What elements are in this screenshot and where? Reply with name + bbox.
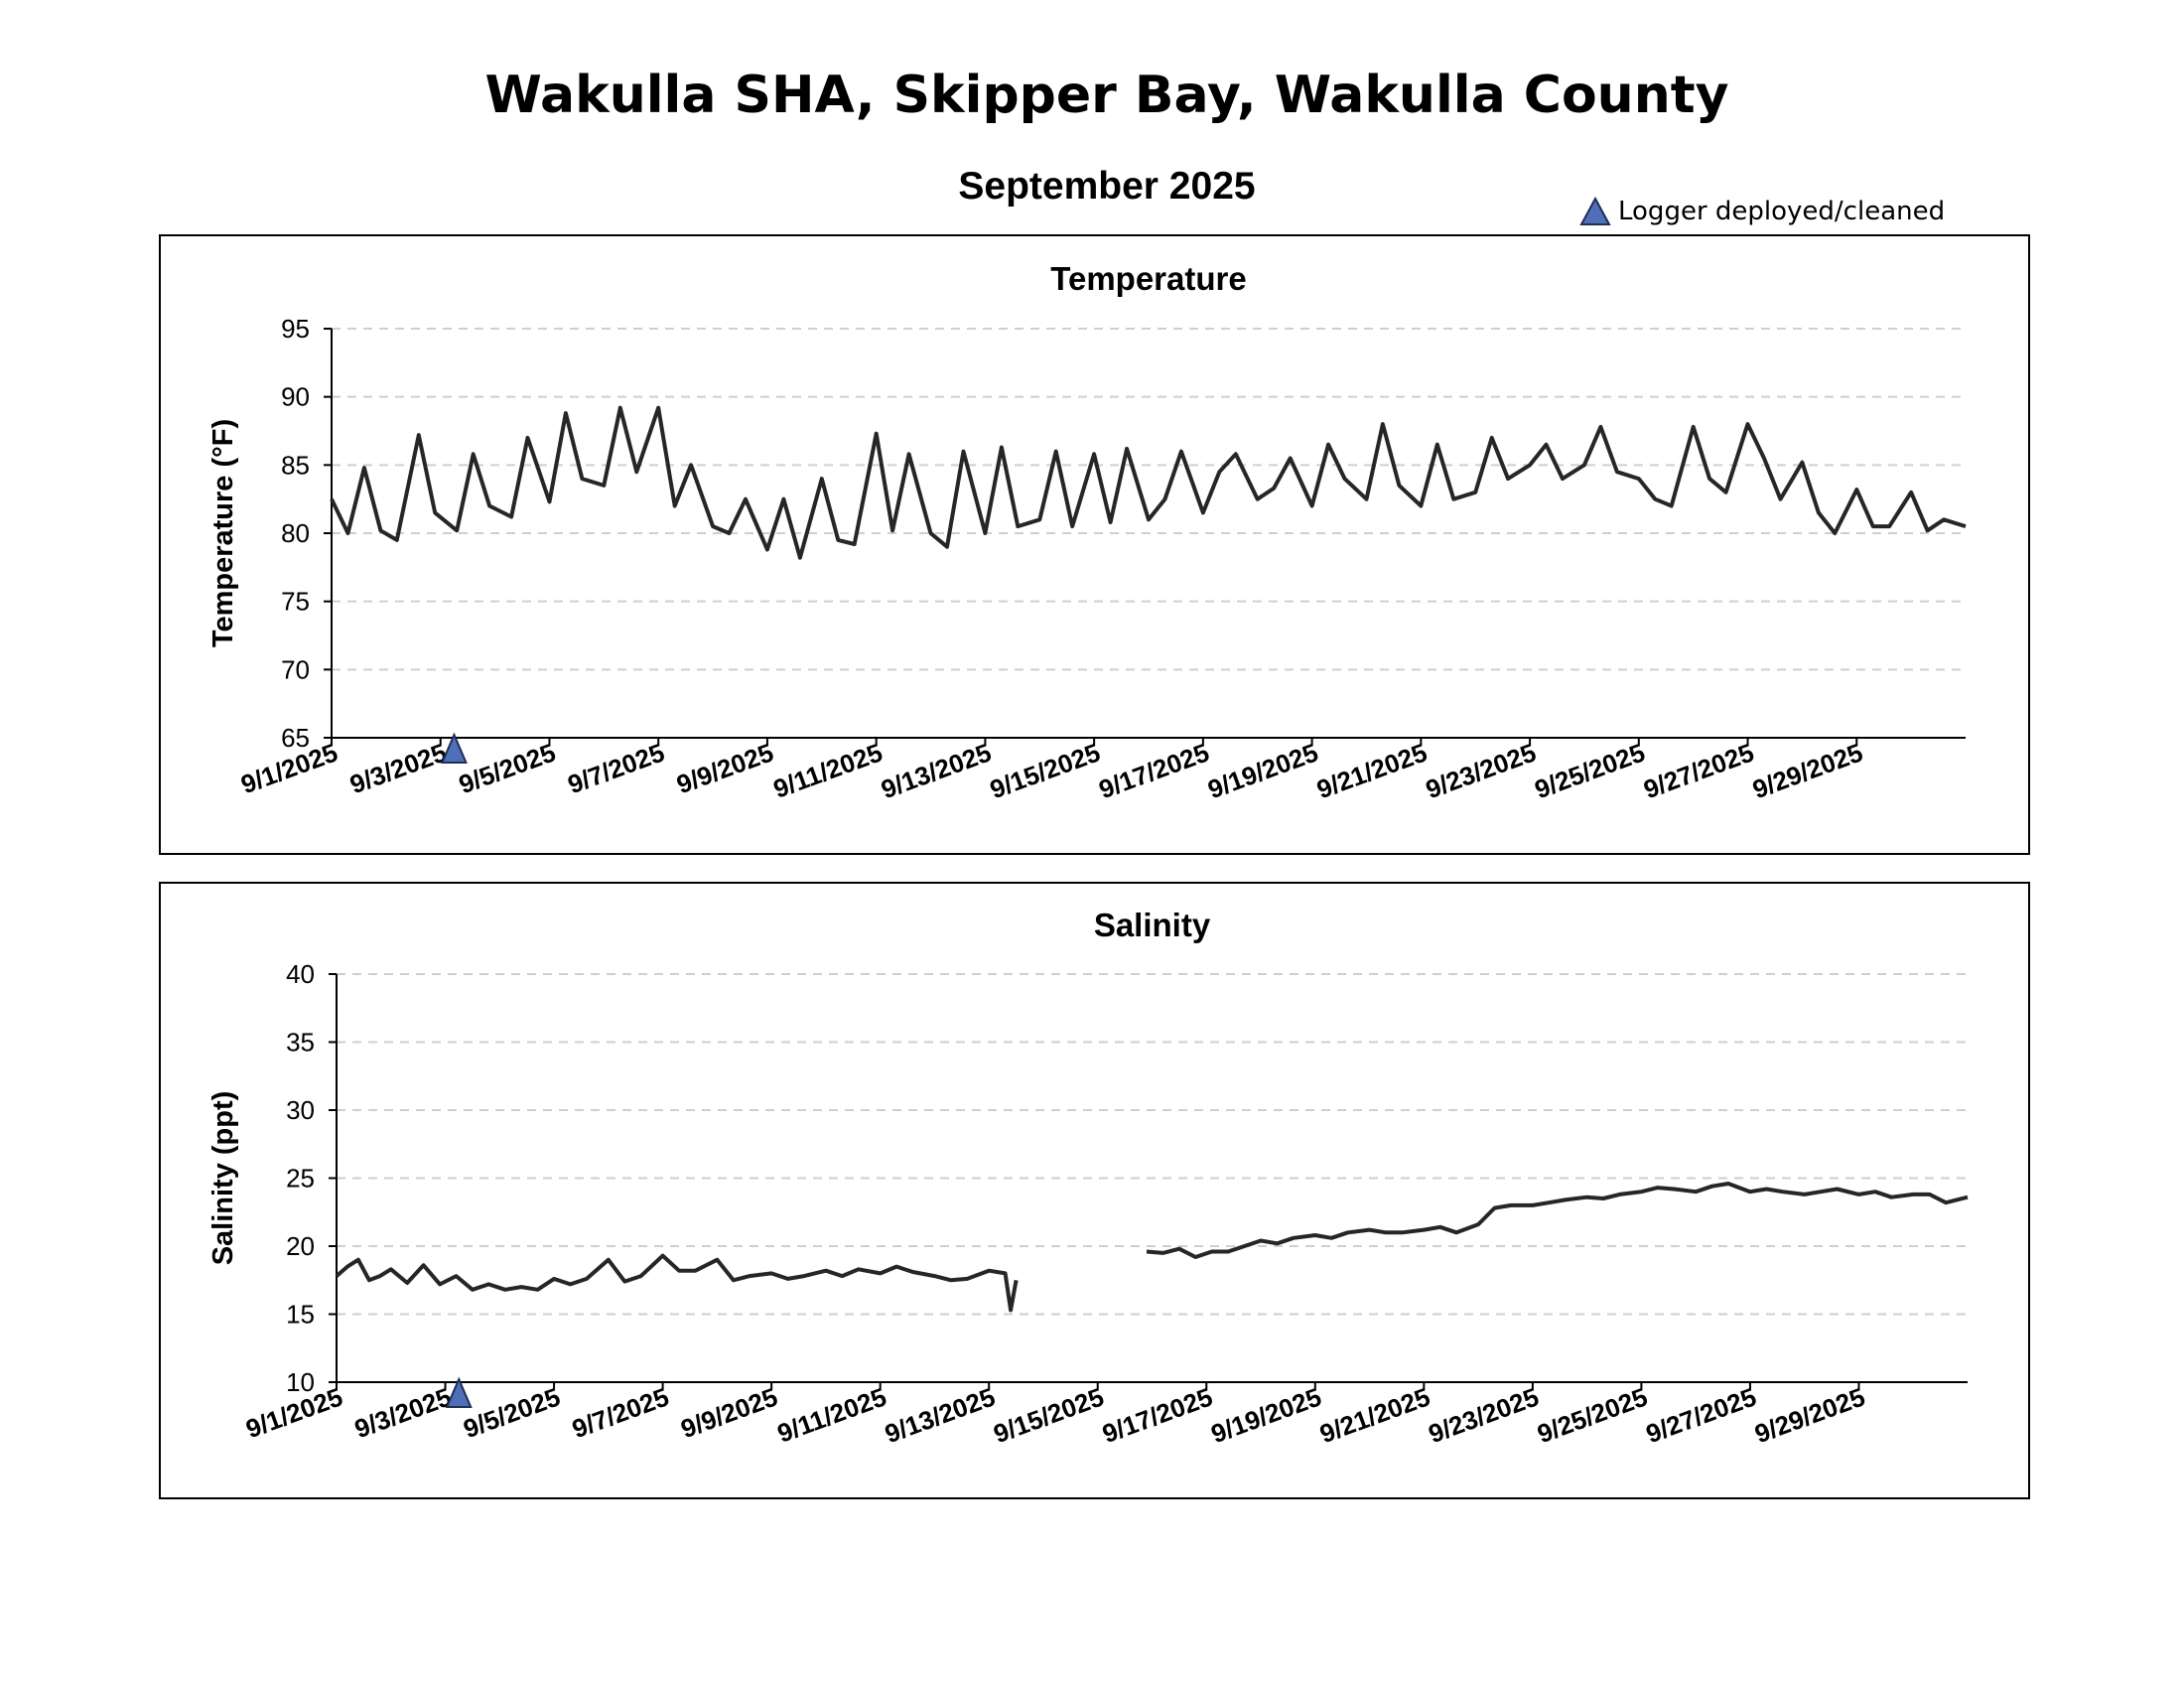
logger-marker-icon	[1579, 196, 1611, 225]
x-tick-label: 9/9/2025	[677, 1381, 781, 1444]
page-title: Wakulla SHA, Skipper Bay, Wakulla County	[484, 66, 1729, 125]
x-tick-label: 9/3/2025	[350, 1381, 455, 1444]
x-tick-label: 9/7/2025	[564, 737, 668, 799]
x-tick-label: 9/27/2025	[1640, 737, 1758, 804]
y-tick-label: 85	[281, 450, 310, 480]
legend-label: Logger deployed/cleaned	[1618, 197, 1946, 226]
x-tick-label: 9/13/2025	[881, 1381, 999, 1449]
x-tick-label: 9/13/2025	[877, 737, 995, 804]
x-tick-label: 9/29/2025	[1751, 1381, 1869, 1449]
y-axis-title: Temperature (°F)	[207, 419, 239, 647]
logger-deployed-marker	[445, 1376, 473, 1408]
y-tick-label: 95	[281, 314, 310, 344]
x-tick-label: 9/11/2025	[769, 737, 887, 803]
salinity-panel: Salinity Salinity (ppt) 10 15 20 25 30 35 40 9/1/…	[159, 882, 2030, 1499]
x-tick-label: 9/17/2025	[1095, 737, 1213, 804]
y-tick-label: 20	[286, 1231, 315, 1261]
x-tick-label: 9/23/2025	[1425, 1381, 1543, 1449]
x-tick-label: 9/19/2025	[1204, 737, 1322, 804]
x-tick-label: 9/11/2025	[773, 1381, 890, 1448]
x-tick-label: 9/19/2025	[1207, 1381, 1325, 1449]
x-tick-label: 9/17/2025	[1098, 1381, 1216, 1449]
x-tick-label: 9/7/2025	[568, 1381, 672, 1444]
temperature-chart: Temperature Temperature (°F) 65 70 75 80 85 90 9…	[207, 260, 1967, 804]
y-tick-label: 40	[286, 959, 315, 989]
y-tick-label: 65	[281, 723, 310, 753]
series-line-0	[335, 1253, 1019, 1313]
y-tick-label: 90	[281, 382, 310, 412]
x-tick-label: 9/9/2025	[673, 737, 777, 799]
chart-title: Salinity	[1094, 907, 1211, 943]
y-tick-label: 35	[286, 1028, 315, 1057]
legend: Logger deployed/cleaned	[1578, 195, 1945, 228]
y-tick-label: 70	[281, 654, 310, 684]
y-tick-label: 75	[281, 587, 310, 617]
x-tick-label: 9/25/2025	[1531, 737, 1649, 804]
y-tick-label: 25	[286, 1164, 315, 1194]
logger-deployed-marker	[440, 732, 468, 764]
x-tick-label: 9/5/2025	[455, 737, 559, 799]
x-tick-label: 9/15/2025	[986, 737, 1104, 804]
y-axis-title: Salinity (ppt)	[207, 1091, 239, 1266]
chart-title: Temperature	[1050, 260, 1246, 297]
page-subtitle: September 2025	[958, 165, 1256, 208]
y-tick-label: 10	[286, 1367, 315, 1397]
series-line-0	[330, 405, 1967, 560]
x-tick-label: 9/5/2025	[460, 1381, 564, 1444]
y-tick-label: 30	[286, 1095, 315, 1125]
x-tick-label: 9/15/2025	[990, 1381, 1108, 1449]
x-tick-label: 9/27/2025	[1642, 1381, 1760, 1449]
x-tick-label: 9/21/2025	[1312, 737, 1431, 804]
x-tick-label: 9/21/2025	[1315, 1381, 1433, 1449]
y-tick-label: 80	[281, 518, 310, 548]
series-line-1	[1146, 1182, 1969, 1259]
y-tick-label: 15	[286, 1300, 315, 1330]
x-tick-label: 9/25/2025	[1533, 1381, 1651, 1449]
x-tick-label: 9/23/2025	[1422, 737, 1540, 804]
temperature-panel: Temperature Temperature (°F) 65 70 75 80 85 90 9…	[159, 234, 2030, 855]
x-tick-label: 9/29/2025	[1748, 737, 1866, 804]
x-tick-label: 9/3/2025	[345, 737, 450, 799]
